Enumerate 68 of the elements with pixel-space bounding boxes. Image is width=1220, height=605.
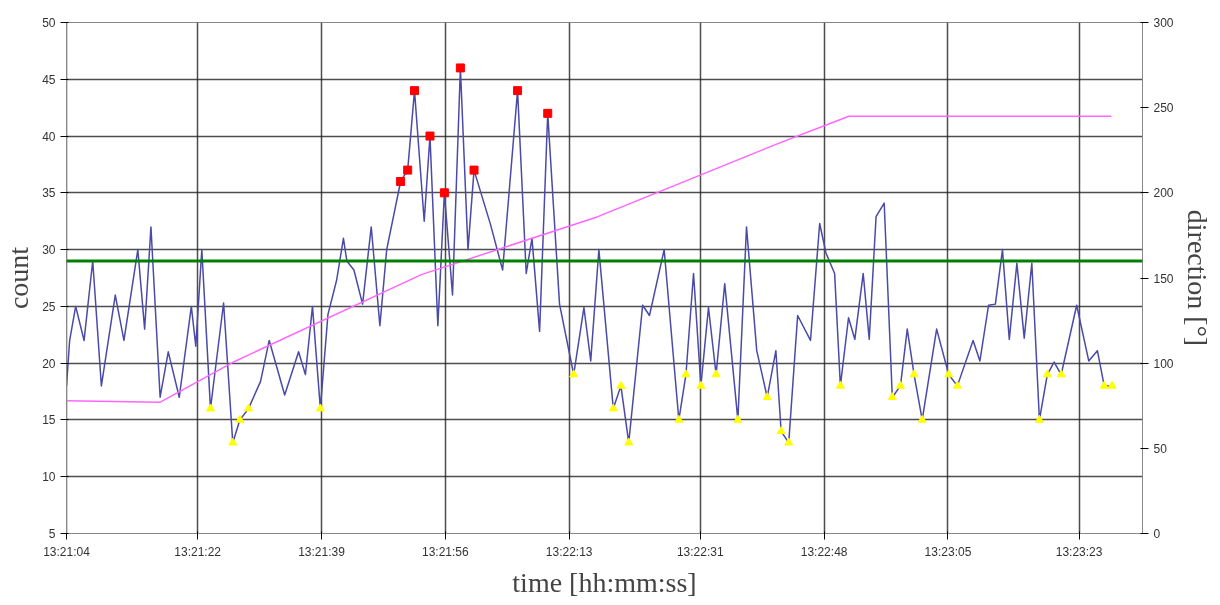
x-tick-label: 13:21:56 bbox=[421, 544, 470, 559]
point bbox=[1107, 380, 1117, 389]
point bbox=[403, 165, 413, 175]
point bbox=[439, 188, 449, 198]
y-tick-label: 50 bbox=[42, 16, 56, 30]
point bbox=[733, 414, 743, 423]
y-tick-label: 25 bbox=[42, 299, 56, 314]
point bbox=[608, 403, 618, 412]
y-tick-label: 40 bbox=[42, 129, 56, 144]
point bbox=[944, 369, 954, 378]
point bbox=[681, 369, 691, 378]
x-tick-label: 13:23:23 bbox=[1055, 544, 1103, 559]
x-tick-label: 13:22:13 bbox=[545, 544, 593, 559]
point bbox=[762, 392, 772, 401]
point bbox=[1034, 414, 1044, 423]
point bbox=[569, 369, 579, 378]
point bbox=[711, 369, 721, 378]
x-axis-title: time [hh:mm:ss] bbox=[512, 566, 697, 598]
x-tick-label: 13:22:31 bbox=[676, 544, 724, 559]
point bbox=[425, 131, 435, 141]
point bbox=[205, 403, 215, 412]
y2-tick-label: 100 bbox=[1153, 356, 1174, 371]
point bbox=[1099, 380, 1109, 389]
point bbox=[410, 86, 419, 96]
y-tick-label: 15 bbox=[42, 413, 56, 428]
point bbox=[244, 403, 253, 412]
point bbox=[1042, 369, 1052, 378]
y2-tick-label: 150 bbox=[1153, 271, 1174, 286]
point bbox=[696, 380, 706, 389]
y2-tick-label: 50 bbox=[1153, 441, 1168, 456]
point bbox=[616, 380, 626, 389]
y-axis-title: count bbox=[3, 246, 35, 310]
x-tick-label: 13:21:22 bbox=[174, 544, 222, 559]
x-tick-label: 13:22:48 bbox=[800, 544, 848, 559]
y-tick-label: 5 bbox=[48, 527, 56, 541]
y-tick-label: 45 bbox=[42, 72, 56, 87]
y-tick-label: 30 bbox=[42, 243, 56, 258]
y-tick-label: 20 bbox=[42, 356, 56, 371]
y2-tick-label: 250 bbox=[1153, 101, 1174, 116]
point bbox=[835, 380, 845, 389]
x-tick-label: 13:21:04 bbox=[43, 544, 91, 559]
y-tick-label: 10 bbox=[42, 470, 56, 485]
x-tick-label: 13:23:05 bbox=[924, 544, 972, 559]
point bbox=[917, 414, 927, 423]
point bbox=[235, 414, 245, 423]
x-tick-label: 13:21:39 bbox=[298, 544, 346, 559]
point bbox=[952, 380, 962, 389]
point bbox=[674, 414, 684, 423]
point bbox=[543, 108, 553, 118]
point bbox=[887, 392, 897, 401]
point bbox=[469, 165, 479, 175]
point bbox=[624, 437, 634, 446]
point bbox=[228, 437, 238, 446]
point bbox=[315, 403, 325, 412]
point bbox=[513, 86, 523, 96]
y-tick-label: 35 bbox=[42, 186, 56, 201]
point bbox=[895, 380, 905, 389]
point bbox=[784, 437, 794, 446]
line-series bbox=[66, 115, 1113, 404]
point bbox=[909, 369, 919, 378]
point bbox=[455, 63, 465, 73]
y2-axis-title: direction [°] bbox=[1181, 209, 1213, 347]
y2-tick-label: 300 bbox=[1153, 16, 1174, 30]
y2-tick-label: 200 bbox=[1153, 186, 1174, 201]
point bbox=[1056, 369, 1066, 378]
point bbox=[776, 426, 786, 435]
point bbox=[396, 176, 406, 186]
y2-tick-label: 0 bbox=[1153, 527, 1161, 541]
